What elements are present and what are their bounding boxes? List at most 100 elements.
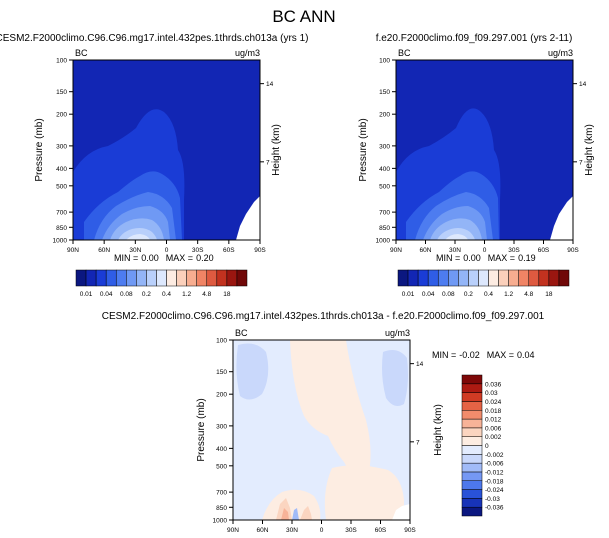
panel-2-field — [396, 60, 573, 240]
latitude-tick-label: 30N — [449, 247, 461, 254]
colorbar-swatch — [95, 269, 107, 287]
colorbar-label: 0.2 — [142, 291, 151, 298]
colorbar-swatch — [196, 269, 208, 287]
pressure-tick-label: 1000 — [213, 518, 228, 525]
height-tick-label: 7 — [579, 159, 583, 166]
height-tick-label: 14 — [579, 81, 587, 88]
colorbar-swatch — [85, 269, 97, 287]
latitude-tick-label: 90N — [67, 247, 79, 254]
colorbar-label: 0.04 — [422, 291, 435, 298]
panel-2-title: f.e20.F2000climo.f09_f09.297.001 (yrs 2-… — [376, 33, 573, 44]
colorbar-label: 1.2 — [504, 291, 513, 298]
panel-3-title: CESM2.F2000climo.C96.C96.mg17.intel.432p… — [102, 311, 545, 322]
panel-1-topography-mask — [236, 196, 260, 240]
panel-model-control: f.e20.F2000climo.f09_f09.297.001 (yrs 2-… — [358, 33, 595, 298]
colorbar-swatch — [498, 269, 509, 287]
latitude-tick-label: 0 — [165, 247, 169, 254]
colorbar-label: 4.8 — [202, 291, 211, 298]
panel-2-units: ug/m3 — [548, 48, 573, 58]
latitude-tick-label: 30S — [192, 247, 204, 254]
panel-3-positive-region-upper — [290, 340, 371, 477]
latitude-tick-label: 30N — [286, 527, 298, 534]
colorbar-swatch — [166, 269, 177, 287]
panel-model-test: CESM2.F2000climo.C96.C96.mg17.intel.432p… — [0, 33, 308, 298]
colorbar-swatch — [488, 269, 499, 287]
panel-2-stats: MIN = 0.00 MAX = 0.19 — [436, 253, 536, 263]
colorbar-label: -0.012 — [485, 469, 504, 476]
colorbar-label: 0.002 — [485, 434, 502, 441]
colorbar-swatch — [226, 269, 238, 287]
colorbar-swatch — [461, 462, 483, 473]
latitude-tick-label: 90S — [254, 247, 266, 254]
colorbar-label: 0 — [485, 443, 489, 450]
colorbar-label: 0.024 — [485, 399, 502, 406]
colorbar-swatch — [508, 269, 519, 287]
colorbar-swatch — [136, 269, 147, 287]
height-tick-label: 7 — [266, 159, 270, 166]
colorbar-label: 0.04 — [100, 291, 113, 298]
panel-2-colorbar: 0.01 0.04 0.08 0.2 0.4 1.2 4.8 18 — [397, 269, 570, 298]
pressure-tick-label: 100 — [379, 58, 390, 65]
latitude-tick-label: 60S — [375, 527, 387, 534]
pressure-tick-label: 100 — [216, 338, 227, 345]
pressure-tick-label: 150 — [379, 89, 390, 96]
colorbar-label: 0.4 — [484, 291, 493, 298]
pressure-tick-label: 150 — [56, 89, 67, 96]
colorbar-swatch — [461, 383, 483, 393]
panel-1-stats: MIN = 0.00 MAX = 0.20 — [114, 253, 214, 263]
pressure-tick-label: 850 — [379, 225, 390, 232]
colorbar-label: -0.036 — [485, 505, 504, 512]
figure-title: BC ANN — [272, 7, 335, 26]
panel-1-y-label: Pressure (mb) — [34, 118, 45, 181]
colorbar-swatch — [236, 269, 248, 287]
colorbar-label: -0.03 — [485, 496, 500, 503]
colorbar-swatch — [397, 269, 409, 287]
colorbar-swatch — [448, 269, 459, 287]
pressure-tick-label: 1000 — [376, 238, 391, 245]
panel-1-pressure-ticks: 100 150 200 300 400 500 700 850 1000 — [53, 58, 73, 245]
panel-1-units: ug/m3 — [235, 48, 260, 58]
latitude-tick-label: 30S — [508, 247, 520, 254]
colorbar-label: 0.01 — [80, 291, 93, 298]
colorbar-swatch — [407, 269, 419, 287]
latitude-tick-label: 90N — [390, 247, 402, 254]
colorbar-swatch — [417, 269, 429, 287]
colorbar-swatch — [461, 445, 483, 455]
panel-3-positive-core-2 — [281, 508, 289, 520]
colorbar-swatch — [461, 410, 483, 420]
colorbar-swatch — [427, 269, 439, 287]
colorbar-swatch — [478, 269, 489, 287]
colorbar-swatch — [216, 269, 228, 287]
panel-3-negative-region-nh — [236, 343, 269, 400]
colorbar-label: -0.024 — [485, 487, 504, 494]
colorbar-swatch — [461, 418, 483, 429]
colorbar-swatch — [461, 392, 483, 402]
panel-3-pressure-ticks: 100 150 200 300 400 500 700 850 1000 — [213, 338, 233, 525]
latitude-tick-label: 0 — [320, 527, 324, 534]
latitude-tick-label: 90S — [567, 247, 579, 254]
panel-2-pressure-ticks: 100 150 200 300 400 500 700 850 1000 — [376, 58, 396, 245]
colorbar-label: 0.2 — [464, 291, 473, 298]
panel-2-right-label: Height (km) — [584, 124, 595, 176]
pressure-tick-label: 150 — [216, 369, 227, 376]
colorbar-label: 18 — [545, 291, 553, 298]
latitude-tick-label: 60N — [98, 247, 110, 254]
panel-1-right-label: Height (km) — [271, 124, 282, 176]
colorbar-swatch — [461, 436, 483, 446]
colorbar-swatch — [461, 480, 483, 490]
pressure-tick-label: 700 — [216, 490, 227, 497]
pressure-tick-label: 850 — [56, 225, 67, 232]
latitude-tick-label: 90N — [227, 527, 239, 534]
colorbar-swatch — [518, 269, 530, 287]
panel-2-latitude-ticks: 90N 60N 30N 0 30S 60S 90S — [390, 240, 579, 254]
colorbar-swatch — [461, 471, 483, 481]
panel-3-height-ticks: 14 7 — [410, 361, 424, 446]
panel-2-contour-band-7 — [445, 234, 468, 240]
colorbar-swatch — [75, 269, 87, 287]
pressure-tick-label: 300 — [379, 143, 390, 150]
pressure-tick-label: 200 — [379, 112, 390, 119]
colorbar-label: 18 — [223, 291, 231, 298]
panel-3-right-label: Height (km) — [433, 404, 444, 456]
height-tick-label: 14 — [416, 361, 424, 368]
